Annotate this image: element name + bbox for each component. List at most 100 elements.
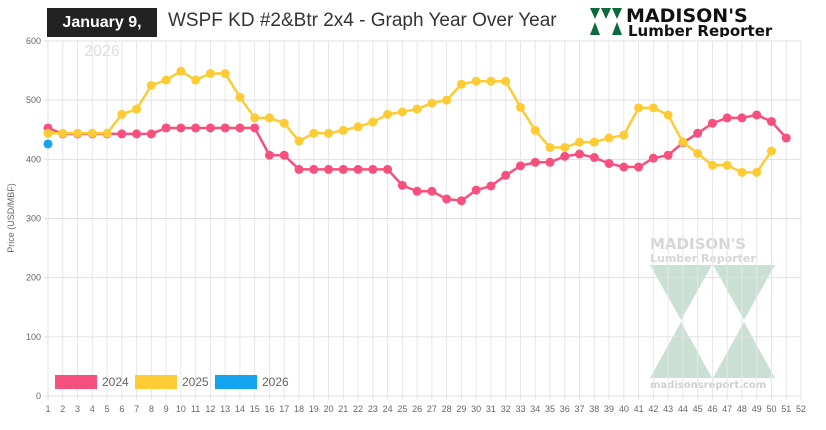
- data-point-2025: [456, 79, 466, 89]
- data-point-2026: [43, 139, 53, 149]
- x-tick-label: 42: [648, 404, 658, 414]
- legend-swatch-2025: [135, 375, 177, 389]
- chart-title: WSPF KD #2&Btr 2x4 - Graph Year Over Yea…: [168, 10, 557, 31]
- data-point-2025: [279, 118, 289, 128]
- x-tick-label: 6: [119, 404, 124, 414]
- legend-label-2026: 2026: [262, 375, 289, 389]
- data-point-2025: [117, 109, 127, 119]
- x-tick-label: 49: [752, 404, 762, 414]
- data-point-2025: [309, 128, 319, 138]
- data-point-2024: [707, 118, 717, 128]
- x-tick-label: 38: [589, 404, 599, 414]
- x-tick-label: 12: [205, 404, 215, 414]
- x-tick-label: 43: [663, 404, 673, 414]
- data-point-2025: [338, 125, 348, 135]
- data-point-2024: [427, 186, 437, 196]
- data-point-2025: [678, 137, 688, 147]
- x-tick-label: 33: [515, 404, 525, 414]
- x-tick-label: 44: [678, 404, 688, 414]
- data-point-2025: [43, 128, 53, 138]
- x-tick-label: 34: [530, 404, 540, 414]
- data-point-2024: [781, 133, 791, 143]
- data-point-2024: [264, 150, 274, 160]
- data-point-2024: [191, 123, 201, 133]
- data-point-2025: [530, 125, 540, 135]
- x-tick-label: 9: [164, 404, 169, 414]
- data-point-2025: [87, 128, 97, 138]
- y-tick-label: 200: [26, 273, 41, 283]
- data-point-2025: [486, 76, 496, 86]
- date-badge: January 9, 2026: [47, 8, 157, 60]
- data-point-2025: [619, 130, 629, 140]
- data-point-2024: [338, 164, 348, 174]
- data-point-2024: [604, 158, 614, 168]
- data-point-2025: [102, 128, 112, 138]
- data-point-2024: [545, 157, 555, 167]
- data-point-2024: [575, 149, 585, 159]
- data-point-2024: [205, 123, 215, 133]
- x-tick-label: 50: [766, 404, 776, 414]
- data-point-2025: [766, 146, 776, 156]
- x-tick-label: 2: [60, 404, 65, 414]
- x-tick-label: 47: [722, 404, 732, 414]
- data-point-2024: [383, 164, 393, 174]
- data-point-2025: [752, 167, 762, 177]
- data-point-2024: [456, 196, 466, 206]
- legend-swatch-2024: [55, 375, 97, 389]
- data-point-2024: [530, 157, 540, 167]
- x-tick-label: 1: [45, 404, 50, 414]
- x-tick-label: 17: [279, 404, 289, 414]
- data-point-2024: [737, 113, 747, 123]
- data-point-2025: [73, 128, 83, 138]
- data-point-2025: [471, 76, 481, 86]
- data-point-2025: [383, 109, 393, 119]
- x-tick-label: 15: [250, 404, 260, 414]
- x-tick-label: 27: [427, 404, 437, 414]
- date-year: 2026: [84, 43, 120, 60]
- data-point-2025: [589, 137, 599, 147]
- legend-swatch-2026: [215, 375, 257, 389]
- y-tick-label: 100: [26, 332, 41, 342]
- y-axis-label: Price (USD/MBF): [6, 183, 16, 253]
- x-tick-label: 31: [486, 404, 496, 414]
- data-point-2025: [560, 143, 570, 152]
- x-tick-label: 48: [737, 404, 747, 414]
- x-tick-label: 23: [368, 404, 378, 414]
- x-tick-label: 21: [338, 404, 348, 414]
- y-tick-label: 300: [26, 214, 41, 224]
- data-point-2024: [324, 164, 334, 174]
- x-tick-label: 18: [294, 404, 304, 414]
- data-point-2024: [766, 116, 776, 126]
- x-tick-label: 25: [397, 404, 407, 414]
- x-tick-label: 22: [353, 404, 363, 414]
- x-tick-label: 11: [191, 404, 200, 414]
- data-point-2024: [309, 164, 319, 174]
- data-point-2025: [648, 103, 658, 113]
- madisons-logo: MADISON'S Lumber Reporter: [588, 5, 803, 40]
- x-tick-label: 51: [781, 404, 791, 414]
- data-point-2024: [146, 129, 156, 139]
- data-point-2025: [264, 113, 274, 123]
- x-tick-label: 14: [235, 404, 245, 414]
- data-point-2024: [515, 161, 525, 171]
- x-tick-label: 37: [575, 404, 585, 414]
- data-point-2024: [501, 170, 511, 180]
- x-tick-label: 19: [309, 404, 319, 414]
- data-point-2025: [707, 160, 717, 170]
- data-point-2024: [220, 123, 230, 133]
- x-tick-label: 4: [90, 404, 95, 414]
- data-point-2025: [146, 80, 156, 90]
- data-point-2025: [693, 148, 703, 158]
- data-point-2024: [693, 128, 703, 138]
- data-point-2025: [176, 66, 186, 76]
- data-point-2024: [663, 150, 673, 160]
- data-point-2025: [250, 113, 260, 123]
- x-tick-label: 3: [75, 404, 80, 414]
- data-point-2024: [368, 164, 378, 174]
- data-point-2025: [663, 110, 673, 120]
- x-tick-label: 7: [134, 404, 139, 414]
- data-point-2025: [397, 107, 407, 117]
- data-point-2025: [324, 128, 334, 138]
- data-point-2024: [589, 153, 599, 163]
